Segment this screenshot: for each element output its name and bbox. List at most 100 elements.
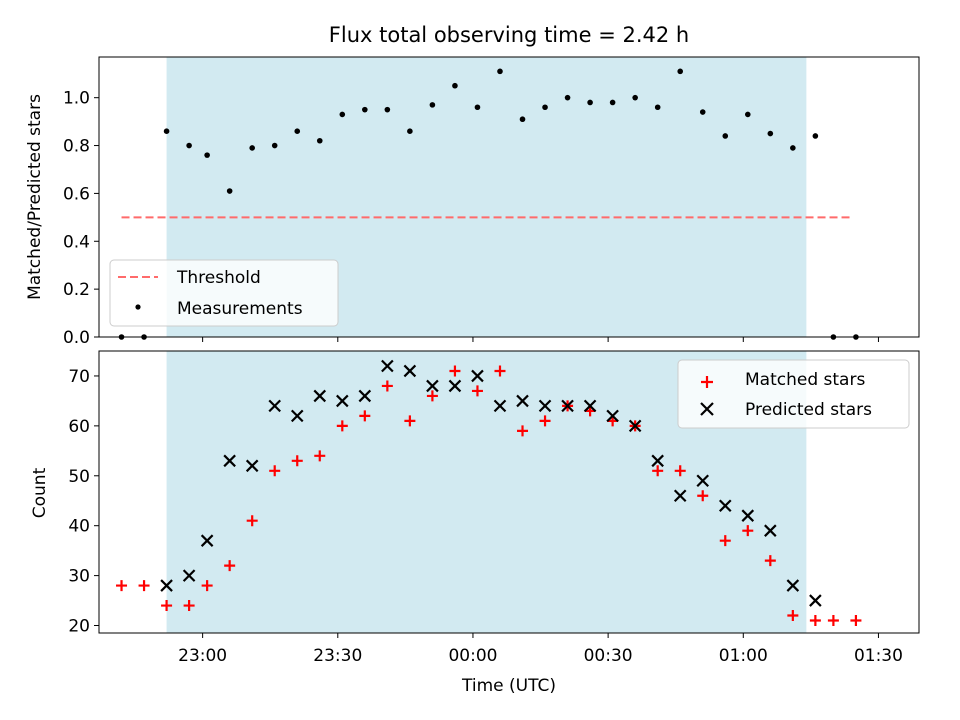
measurement-point: [186, 142, 192, 149]
predicted-star-point: [223, 454, 236, 468]
measurement-point: [722, 133, 729, 139]
matched-star-point: [359, 410, 371, 422]
bottom-y-axis-label: Count: [30, 467, 50, 518]
predicted-star-point: [200, 534, 214, 547]
top-y-tick-label: 0.4: [63, 232, 90, 252]
matched-star-point: [426, 390, 438, 402]
matched-star-point: [381, 380, 393, 392]
predicted-star-point: [606, 409, 619, 423]
matched-star-point: [314, 450, 326, 462]
measurement-point: [204, 152, 210, 158]
x-axis-label: Time (UTC): [461, 676, 556, 696]
measurement-point: [339, 111, 346, 118]
matched-star-point: [827, 615, 839, 627]
matched-star-point: [449, 365, 461, 377]
matched-star-point: [471, 385, 483, 397]
matched-star-point: [787, 610, 799, 622]
matched-star-point: [719, 535, 731, 547]
top-y-tick-label: 0.2: [63, 280, 90, 300]
measurement-point: [587, 99, 593, 106]
matched-star-point: [224, 560, 236, 572]
measurement-point: [452, 82, 458, 89]
predicted-star-point: [268, 399, 281, 413]
bottom-y-ticks: 20 30 40 50 60 70: [68, 367, 99, 637]
predicted-star-point: [628, 419, 642, 433]
x-tick-label: 01:30: [854, 646, 903, 666]
measurement-point: [271, 142, 278, 149]
measurement-point: [519, 116, 526, 123]
measurement-point: [474, 104, 481, 111]
predicted-star-point: [651, 454, 664, 468]
x-tick-label: 23:30: [313, 646, 362, 666]
measurement-point: [744, 111, 751, 118]
predicted-star-point: [561, 399, 574, 413]
predicted-star-point: [381, 359, 394, 373]
measurement-point: [542, 104, 548, 111]
measurement-point: [316, 137, 323, 144]
predicted-star-point: [471, 369, 484, 383]
top-axes-frame: [98, 56, 920, 338]
top-y-axis-label: Matched/Predicted stars: [25, 94, 45, 300]
bottom-x-ticks: 23:00 23:30 00:00 00:30 01:00 01:30: [178, 633, 903, 666]
predicted-star-point: [583, 399, 597, 413]
matched-star-point: [336, 420, 348, 432]
measurement-point: [632, 94, 638, 101]
bottom-panel: 20 30 40 50 60 70 23:00 23:30 00:00 00:30 01:00 01…: [30, 350, 920, 696]
matched-star-point: [291, 455, 303, 467]
matched-star-point: [742, 525, 754, 537]
measurement-point: [226, 188, 233, 194]
matched-legend-label: Matched stars: [745, 370, 865, 390]
measurements-legend-swatch: [135, 304, 141, 310]
measurement-point: [362, 106, 368, 113]
predicted-star-point: [786, 579, 800, 592]
matched-star-point: [809, 615, 821, 627]
matched-star-point: [764, 555, 776, 567]
predicted-star-point: [538, 399, 552, 413]
measurement-point: [429, 102, 436, 108]
predicted-star-point: [673, 489, 687, 503]
bottom-y-tick-label: 70: [68, 367, 90, 387]
predicted-legend-swatch: [700, 402, 714, 416]
measurement-point: [163, 128, 170, 134]
predicted-star-point: [764, 524, 777, 537]
predicted-star-point: [493, 399, 507, 413]
top-legend: Threshold Measurements: [109, 259, 339, 327]
matched-star-point: [674, 465, 686, 477]
measurement-point: [384, 106, 391, 113]
predicted-star-point: [403, 364, 417, 378]
measurements-legend-label: Measurements: [177, 299, 303, 319]
predicted-legend-label: Predicted stars: [745, 400, 872, 420]
top-y-tick-label: 0.6: [63, 184, 90, 204]
matched-star-point: [850, 615, 862, 627]
top-panel: 0.0 0.2 0.4 0.6 0.8 1.0 Matched/Predicted sta…: [25, 56, 920, 348]
bottom-legend: Matched stars Predicted stars: [677, 359, 910, 429]
bottom-y-tick-label: 20: [68, 617, 90, 637]
bottom-legend-box: [677, 359, 910, 429]
predicted-star-point: [426, 379, 439, 393]
top-y-tick-label: 0.8: [63, 137, 90, 157]
matched-star-point: [404, 415, 416, 427]
measurement-point: [609, 99, 616, 106]
predicted-star-point: [718, 499, 732, 513]
predicted-star-point: [245, 459, 259, 473]
matched-star-point: [517, 425, 529, 437]
top-x-ticks: [202, 337, 879, 342]
x-tick-label: 01:00: [719, 646, 768, 666]
top-y-tick-label: 0.0: [63, 328, 90, 348]
x-tick-label: 00:00: [448, 646, 497, 666]
matched-star-point: [201, 580, 213, 592]
measurement-point: [407, 128, 413, 134]
matched-star-point: [269, 465, 281, 477]
x-tick-label: 00:30: [584, 646, 633, 666]
bottom-y-tick-label: 50: [68, 467, 90, 487]
predicted-star-point: [358, 389, 372, 403]
predicted-star-point: [516, 394, 529, 408]
matched-star-point: [138, 580, 150, 592]
matched-star-point: [697, 490, 709, 502]
threshold-legend-label: Threshold: [176, 268, 261, 288]
figure-title: Flux total observing time = 2.42 h: [329, 23, 689, 47]
matched-star-point: [246, 515, 258, 527]
matched-star-point: [494, 365, 506, 377]
top-measurements-layer: [118, 68, 859, 340]
